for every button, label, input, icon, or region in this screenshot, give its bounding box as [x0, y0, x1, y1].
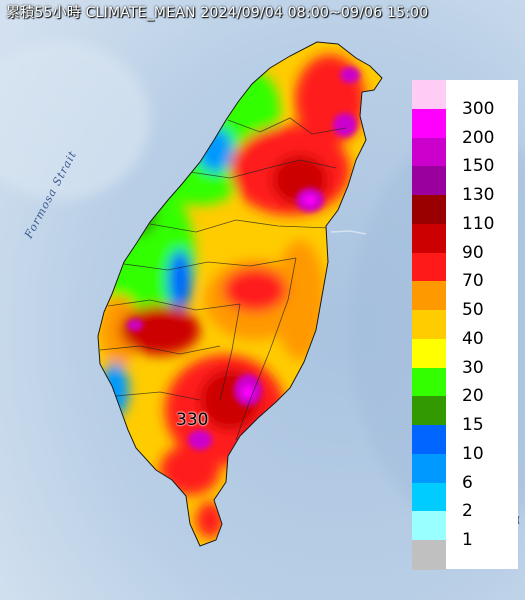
rain-core [333, 113, 357, 137]
legend-label: 300 [462, 98, 495, 119]
legend-label: 30 [462, 357, 484, 378]
rain-zone [120, 305, 200, 355]
county-line [227, 117, 347, 135]
legend-label: 1 [462, 530, 473, 551]
rain-zone [160, 445, 220, 495]
legend-swatch [412, 540, 446, 570]
legend-swatch [412, 80, 446, 110]
peak-value-label: 330 [176, 410, 209, 430]
coastal-highlight [330, 230, 367, 235]
legend-swatch [412, 252, 446, 282]
legend-label: 40 [462, 328, 484, 349]
legend-label: 70 [462, 271, 484, 292]
legend-label: 20 [462, 386, 484, 407]
color-legend: 300 200 150 130 110 90 70 50 40 30 20 15 10 6 2 1 [412, 80, 518, 570]
sea-shade [0, 40, 150, 200]
county-line [99, 345, 221, 355]
map-title: 累積55小時 CLIMATE_MEAN 2024/09/04 08:00~09/… [6, 5, 429, 21]
legend-label: 110 [462, 213, 495, 234]
county-line [149, 219, 331, 233]
county-line [107, 299, 241, 311]
legend-swatch [412, 310, 446, 340]
legend-swatch [412, 195, 446, 225]
legend-label: 6 [462, 472, 473, 493]
legend-swatch [412, 367, 446, 397]
legend-label: 130 [462, 185, 495, 206]
legend-label: 15 [462, 415, 484, 436]
legend-swatch [412, 482, 446, 513]
rain-zone [223, 268, 287, 312]
legend-swatch [412, 338, 446, 369]
rain-core [127, 319, 143, 331]
rain-core [304, 195, 316, 205]
legend-swatch [412, 511, 446, 541]
rain-zone [196, 502, 224, 538]
legend-swatch [412, 108, 446, 139]
legend-label: 150 [462, 156, 495, 177]
legend-swatch [412, 137, 446, 167]
county-line [219, 303, 241, 401]
rain-zone [275, 240, 325, 360]
legend-swatch [412, 166, 446, 196]
legend-label: 10 [462, 443, 484, 464]
legend-swatch [412, 396, 446, 426]
legend-swatch [412, 281, 446, 311]
legend-swatch [412, 453, 446, 484]
rain-zone [168, 250, 192, 310]
rain-core [188, 430, 212, 450]
county-line [189, 159, 337, 179]
legend-label: 200 [462, 127, 495, 148]
county-line [115, 391, 201, 401]
rain-core [242, 386, 254, 398]
legend-label: 90 [462, 242, 484, 263]
legend-label: 2 [462, 501, 473, 522]
county-line [123, 257, 297, 271]
rain-core [340, 67, 360, 83]
county-boundaries [99, 117, 347, 441]
legend-swatch [412, 223, 446, 254]
county-line [235, 257, 297, 441]
legend-label: 50 [462, 300, 484, 321]
legend-swatch [412, 425, 446, 455]
